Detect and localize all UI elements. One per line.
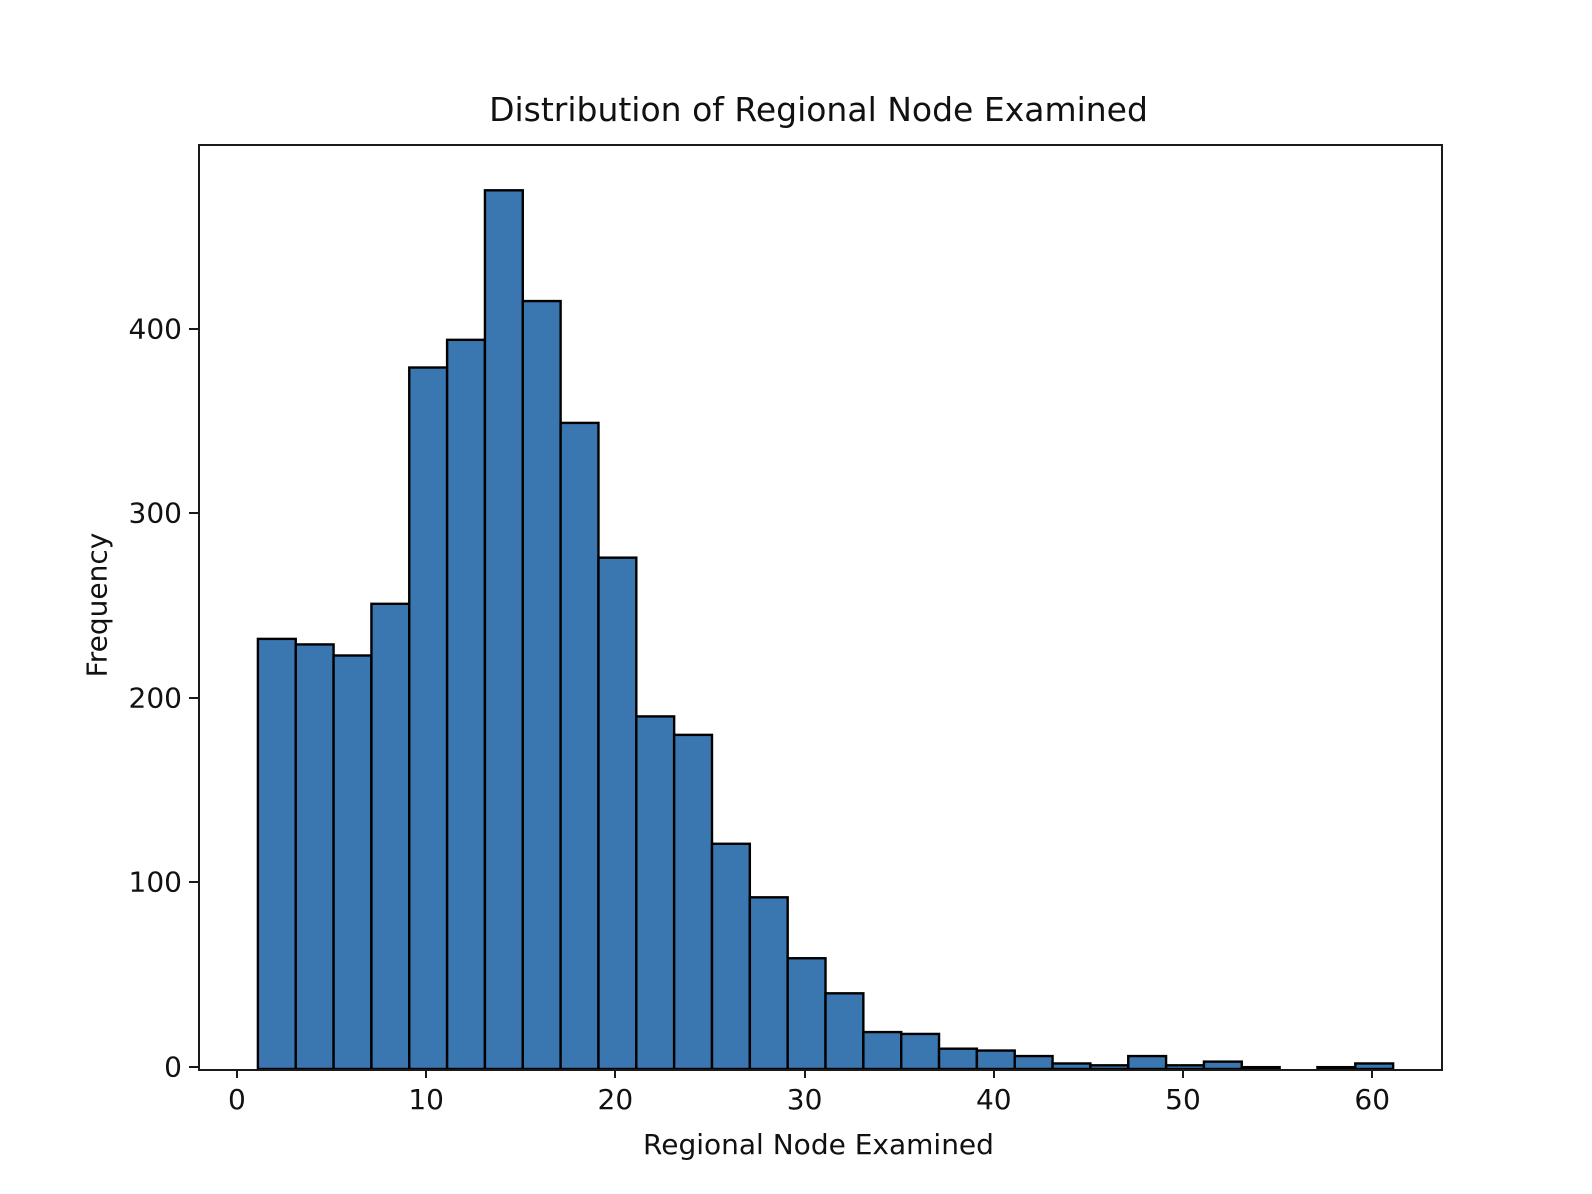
x-tick-label: 30 bbox=[786, 1083, 823, 1116]
histogram-bar bbox=[332, 654, 373, 1069]
y-tick-mark bbox=[189, 1066, 198, 1068]
y-tick-mark bbox=[189, 696, 198, 699]
histogram-bars bbox=[256, 189, 1395, 1069]
x-tick-mark bbox=[992, 1069, 995, 1078]
histogram-bar bbox=[824, 992, 865, 1069]
y-tick-label: 200 bbox=[128, 681, 182, 715]
x-tick-mark bbox=[803, 1069, 806, 1078]
histogram-bar bbox=[710, 842, 752, 1069]
y-axis-label: Frequency bbox=[80, 532, 114, 678]
histogram-bar bbox=[483, 189, 524, 1069]
histogram-bar bbox=[559, 421, 600, 1069]
histogram-bar bbox=[900, 1032, 941, 1069]
histogram-bar bbox=[1164, 1064, 1206, 1069]
y-tick-label: 100 bbox=[128, 865, 182, 899]
x-tick-label: 50 bbox=[1165, 1083, 1201, 1116]
histogram-bar bbox=[256, 637, 297, 1069]
x-tick-mark bbox=[235, 1069, 238, 1078]
histogram-bar bbox=[862, 1030, 903, 1069]
histogram-bar bbox=[975, 1049, 1016, 1069]
x-tick-label: 0 bbox=[228, 1083, 246, 1116]
y-tick-mark bbox=[189, 512, 198, 515]
histogram-bar bbox=[294, 643, 335, 1069]
histogram-bar bbox=[748, 896, 789, 1069]
y-tick-label: 300 bbox=[128, 496, 182, 530]
histogram-bar bbox=[370, 602, 411, 1069]
histogram-bar bbox=[672, 733, 714, 1069]
y-tick-mark bbox=[189, 881, 198, 884]
x-tick-mark bbox=[614, 1069, 617, 1078]
histogram-bar bbox=[445, 338, 487, 1069]
histogram-bar bbox=[1089, 1064, 1130, 1069]
histogram-bar bbox=[1316, 1065, 1357, 1069]
histogram-bar bbox=[1127, 1054, 1168, 1069]
y-tick-label: 0 bbox=[164, 1050, 182, 1084]
histogram-bar bbox=[635, 715, 676, 1069]
x-tick-mark bbox=[425, 1069, 428, 1078]
chart-title: Distribution of Regional Node Examined bbox=[489, 90, 1148, 129]
histogram-bar bbox=[786, 957, 827, 1069]
histogram-bar bbox=[1240, 1065, 1281, 1069]
x-tick-mark bbox=[1182, 1069, 1184, 1078]
histogram-bar bbox=[1354, 1062, 1395, 1069]
x-tick-label: 20 bbox=[597, 1083, 634, 1116]
x-tick-mark bbox=[1371, 1069, 1374, 1078]
histogram-bar bbox=[408, 366, 449, 1069]
histogram-bar bbox=[521, 299, 562, 1069]
x-tick-label: 60 bbox=[1354, 1083, 1391, 1116]
plot-area bbox=[198, 144, 1443, 1071]
x-tick-label: 40 bbox=[975, 1083, 1012, 1116]
histogram-bar bbox=[597, 556, 638, 1069]
histogram-bar bbox=[1202, 1060, 1243, 1069]
histogram-bar bbox=[1051, 1062, 1092, 1069]
x-axis-label: Regional Node Examined bbox=[643, 1128, 994, 1161]
y-tick-label: 400 bbox=[128, 312, 182, 346]
y-tick-mark bbox=[189, 327, 198, 330]
x-tick-label: 10 bbox=[408, 1083, 444, 1116]
histogram-bar bbox=[1013, 1054, 1054, 1069]
histogram-bar bbox=[937, 1047, 979, 1069]
